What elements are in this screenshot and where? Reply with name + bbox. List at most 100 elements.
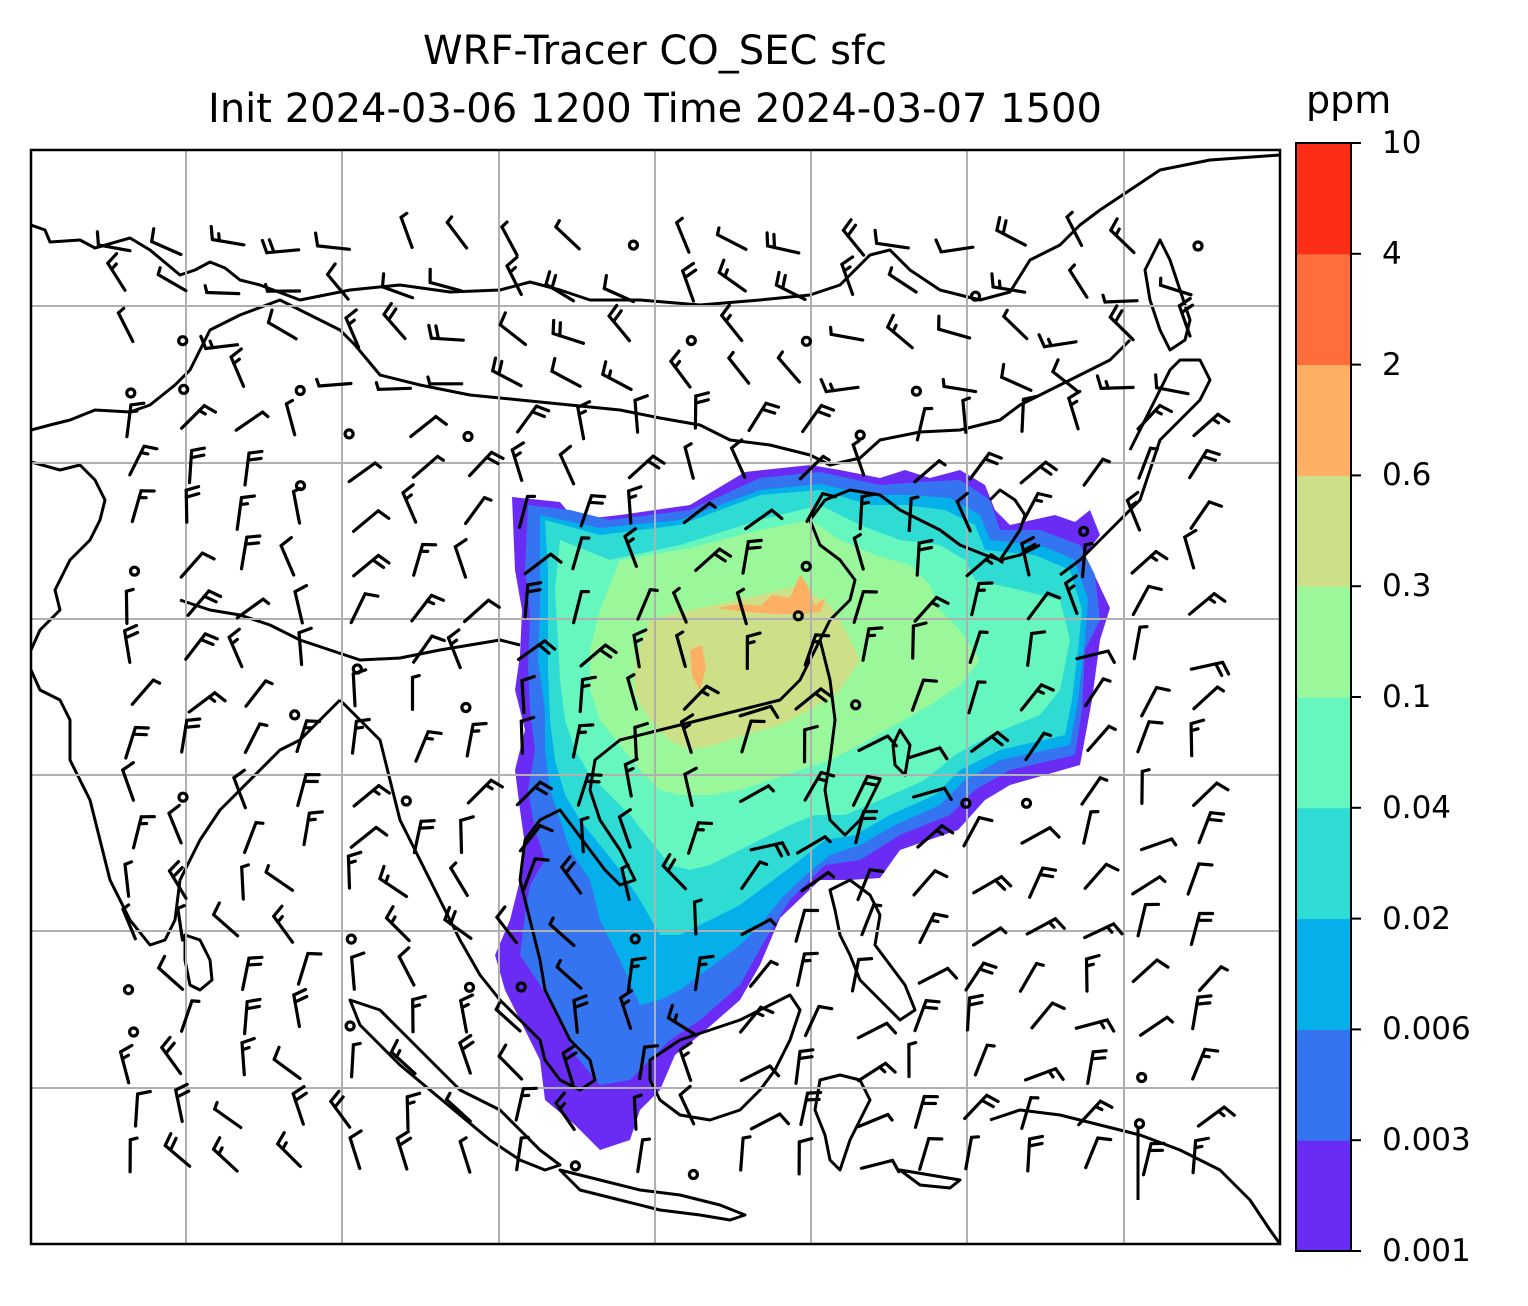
wind-barb-flag <box>512 451 522 459</box>
wind-barb-flag <box>190 446 206 453</box>
colorbar-tick-label: 0.1 <box>1382 679 1432 715</box>
wind-barb-shaft <box>675 633 687 669</box>
wind-barb-flag <box>116 306 126 315</box>
wind-barb-flag <box>315 377 321 388</box>
wind-barb-shaft <box>995 228 1027 247</box>
wind-barb-shaft <box>176 906 185 942</box>
wind-barb-flag <box>576 400 592 409</box>
wind-barb-shaft <box>449 866 469 898</box>
wind-barb-flag <box>240 1036 256 1045</box>
wind-barb-flag <box>276 1131 286 1146</box>
wind-barb-flag <box>1091 1049 1108 1054</box>
wind-barb-flag <box>175 1089 191 1099</box>
wind-barb-shaft <box>1023 1067 1058 1082</box>
wind-barb-flag <box>202 594 218 604</box>
wind-barb-flag <box>580 683 591 689</box>
wind-barb-flag <box>427 323 433 340</box>
wind-barb-flag <box>167 803 181 815</box>
wind-barb-shaft <box>937 327 972 340</box>
wind-barb-shaft <box>1026 591 1050 621</box>
wind-barb-flag <box>723 268 730 278</box>
wind-barb-flag <box>934 828 945 836</box>
wind-barb-flag <box>203 284 209 295</box>
wind-barb-flag <box>351 668 368 676</box>
wind-barb-shaft <box>1141 1142 1153 1177</box>
wind-barb-shaft <box>972 875 1004 895</box>
wind-barb-flag <box>554 1091 566 1105</box>
wind-barb-flag <box>410 673 421 680</box>
wind-barb-shaft <box>963 1093 989 1121</box>
wind-barb-flag <box>293 994 309 1004</box>
wind-barb-flag <box>842 265 852 273</box>
wind-barb-flag <box>625 537 635 545</box>
wind-barb-flag <box>860 492 877 499</box>
wind-barb-flag <box>293 583 309 594</box>
wind-barb-flag <box>495 905 507 919</box>
wind-barb-flag <box>680 1051 690 1059</box>
wind-barb-shaft <box>856 868 872 902</box>
wind-barb-shaft <box>133 1092 140 1128</box>
wind-barb-shaft <box>130 678 155 706</box>
wind-barb-flag <box>666 858 677 873</box>
wind-barb-shaft <box>911 624 916 660</box>
wind-barb-shaft <box>964 1135 974 1171</box>
wind-barb-shaft <box>1084 677 1105 708</box>
wind-barb-flag <box>819 403 836 412</box>
wind-barb-shaft <box>907 496 913 533</box>
colorbar-segment <box>1296 253 1351 366</box>
coastline-new-guinea <box>989 1108 1280 1244</box>
wind-barb-shaft <box>1051 370 1080 394</box>
wind-barb-shaft <box>466 778 493 805</box>
wind-barb-shaft <box>739 1136 745 1172</box>
wind-barb-shaft <box>1136 902 1148 938</box>
wind-barb-flag <box>611 309 623 323</box>
wind-barb-flag <box>443 905 452 922</box>
wind-barb-flag <box>156 266 162 277</box>
wind-barb-flag <box>717 547 733 558</box>
wind-barb-flag <box>651 454 666 465</box>
wind-barb-flag <box>561 1044 576 1055</box>
wind-barb-shaft <box>241 956 251 992</box>
wind-barb-flag <box>1033 498 1044 503</box>
wind-barb-flag <box>778 1112 791 1126</box>
wind-barb-flag <box>607 303 619 318</box>
wind-barb-flag <box>429 593 445 602</box>
wind-barb-shaft <box>962 815 981 848</box>
wind-barb-flag <box>353 725 365 730</box>
wind-barb-flag <box>978 967 994 975</box>
calm-wind-marker <box>178 383 190 395</box>
wind-barb-shaft <box>738 784 771 804</box>
colorbar-tick-label: 0.003 <box>1382 1122 1471 1159</box>
wind-barb-shaft <box>913 459 941 484</box>
wind-barb-flag <box>1050 1001 1066 1011</box>
wind-barb-flag <box>1140 768 1151 774</box>
wind-barb-shaft <box>516 639 547 662</box>
coastline-japan <box>1059 358 1212 577</box>
wind-barb-shaft <box>1077 1099 1103 1127</box>
wind-barb-shaft <box>961 398 968 434</box>
wind-barb-flag <box>538 780 554 791</box>
wind-barb-shaft <box>747 401 768 433</box>
coastline-central-asia <box>31 460 107 651</box>
wind-barb-flag <box>999 875 1013 888</box>
wind-barb-shaft <box>1154 386 1190 396</box>
wind-barb-flag <box>821 454 831 462</box>
wind-barb-shaft <box>965 553 993 578</box>
calm-wind-marker <box>343 428 355 440</box>
wind-barb-flag <box>985 1093 1000 1104</box>
wind-barb-flag <box>989 553 1004 564</box>
wind-barb-flag <box>1111 922 1124 936</box>
wind-barb-flag <box>1066 584 1076 592</box>
wind-barb-flag <box>1104 862 1120 872</box>
wind-barb-flag <box>247 955 264 960</box>
wind-barb-shaft <box>515 780 542 807</box>
wind-barb-flag <box>109 262 118 271</box>
wind-barb-shaft <box>234 410 265 432</box>
wind-barb-shaft <box>682 684 709 711</box>
wind-barb-shaft <box>401 491 418 524</box>
wind-barb-flag <box>261 597 271 606</box>
wind-barb-flag <box>887 266 894 277</box>
wind-barb-flag <box>683 442 693 449</box>
wind-barb-flag <box>1065 210 1074 219</box>
coastline-borneo <box>648 993 802 1122</box>
